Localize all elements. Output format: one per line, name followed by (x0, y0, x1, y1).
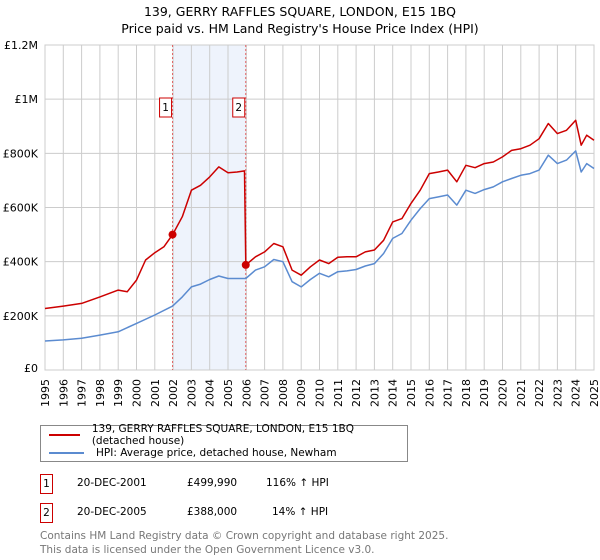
property-price-line (44, 119, 595, 310)
x-tick-label: 2007 (259, 379, 272, 407)
sale-hpi-change: 116% ↑ HPI (266, 477, 329, 489)
x-tick-label: 2008 (277, 379, 290, 407)
y-tick-label: £400K (3, 256, 39, 269)
x-tick-label: 2025 (588, 379, 600, 407)
x-tick-label: 2023 (551, 379, 564, 407)
sale-hpi-change: 14% ↑ HPI (272, 506, 329, 518)
x-tick-label: 2016 (423, 379, 436, 407)
x-tick-label: 1999 (112, 379, 125, 407)
x-tick-label: 2011 (332, 379, 345, 407)
legend-item-property: 139, GERRY RAFFLES SQUARE, LONDON, E15 1… (49, 423, 407, 447)
legend-item-hpi: HPI: Average price, detached house, Newh… (49, 445, 337, 461)
footer-copyright: Contains HM Land Registry data © Crown c… (40, 530, 449, 542)
sale-marker: 2 (40, 503, 53, 523)
x-tick-label: 2003 (185, 379, 198, 407)
chart-subtitle: Price paid vs. HM Land Registry's House … (121, 21, 479, 36)
y-tick-label: £200K (3, 310, 39, 323)
sale-marker-box (159, 97, 173, 118)
x-tick-label: 2020 (497, 379, 510, 407)
sale-marker-label: 2 (235, 102, 242, 114)
y-tick-label: £1M (15, 93, 39, 106)
x-tick-label: 2004 (204, 379, 217, 407)
x-tick-label: 2000 (131, 379, 144, 407)
legend: 139, GERRY RAFFLES SQUARE, LONDON, E15 1… (40, 423, 408, 462)
x-tick-label: 2001 (149, 379, 162, 407)
sale-price: £388,000 (187, 506, 238, 518)
x-tick-label: 2017 (442, 379, 455, 407)
x-tick-label: 2019 (478, 379, 491, 407)
y-tick-label: £600K (3, 202, 39, 215)
x-tick-label: 2022 (533, 379, 546, 407)
price-chart: 1995 1996 1997 1998 1999 2000 2001 2002 2003 2004… (3, 39, 600, 407)
legend-swatch-red (49, 434, 80, 436)
x-tick-label: 2014 (387, 379, 400, 407)
x-tick-label: 2015 (405, 379, 418, 407)
x-tick-label: 1996 (57, 379, 70, 407)
x-tick-label: 2002 (167, 379, 180, 407)
x-tick-label: 1998 (94, 379, 107, 407)
sale-point (168, 230, 177, 239)
x-tick-label: 2021 (515, 379, 528, 407)
sale-date: 20-DEC-2005 (77, 506, 147, 518)
x-tick-label: 2012 (350, 379, 363, 407)
x-tick-label: 2006 (240, 379, 253, 407)
y-tick-label: £800K (3, 147, 39, 160)
sale-price: £499,990 (187, 477, 238, 489)
sale-marker: 1 (40, 474, 53, 494)
sale-marker-label: 1 (162, 102, 169, 114)
x-tick-label: 2024 (570, 379, 583, 407)
x-tick-label: 2018 (460, 379, 473, 407)
y-tick-label: £1.2M (4, 39, 38, 52)
legend-label: 139, GERRY RAFFLES SQUARE, LONDON, E15 1… (91, 423, 354, 447)
x-tick-label: 1997 (76, 379, 89, 407)
legend-label: HPI: Average price, detached house, Newh… (96, 447, 337, 459)
sale-date: 20-DEC-2001 (77, 477, 147, 489)
plot-frame (44, 44, 595, 371)
chart-title: 139, GERRY RAFFLES SQUARE, LONDON, E15 1… (143, 4, 457, 19)
x-tick-label: 2010 (314, 379, 327, 407)
sale-point (241, 260, 250, 269)
legend-swatch-blue (49, 452, 84, 454)
footer-licence: This data is licensed under the Open Gov… (40, 544, 375, 556)
sale-marker-box (232, 97, 246, 118)
hpi-line (44, 150, 595, 342)
x-tick-label: 1995 (39, 379, 52, 407)
x-tick-label: 2013 (368, 379, 381, 407)
y-tick-label: £0 (24, 362, 38, 375)
x-tick-label: 2009 (295, 379, 308, 407)
x-tick-label: 2005 (222, 379, 235, 407)
